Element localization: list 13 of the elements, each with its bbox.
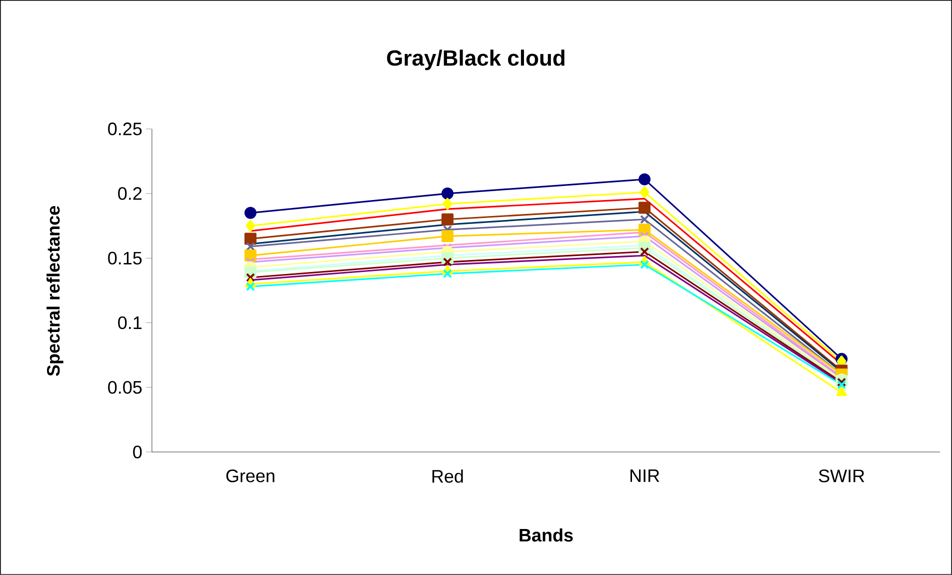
y-tick-label: 0.15 [108, 252, 142, 265]
x-tick-label: Green [226, 470, 274, 482]
x-tick-label: SWIR [818, 470, 864, 482]
x-tick-label: NIR [630, 470, 660, 482]
chart-title: Gray/Black cloud [387, 50, 564, 70]
y-tick-label: 0 [133, 446, 142, 458]
x-axis-title: Bands [520, 528, 573, 542]
y-tick-label: 0.05 [108, 381, 142, 394]
y-tick-label: 0.25 [108, 122, 142, 136]
x-tick-label: Red [432, 470, 463, 483]
y-tick-label: 0.2 [118, 187, 142, 200]
y-axis-title: Spectral reflectance [46, 206, 64, 376]
y-tick-label: 0.1 [118, 316, 142, 330]
